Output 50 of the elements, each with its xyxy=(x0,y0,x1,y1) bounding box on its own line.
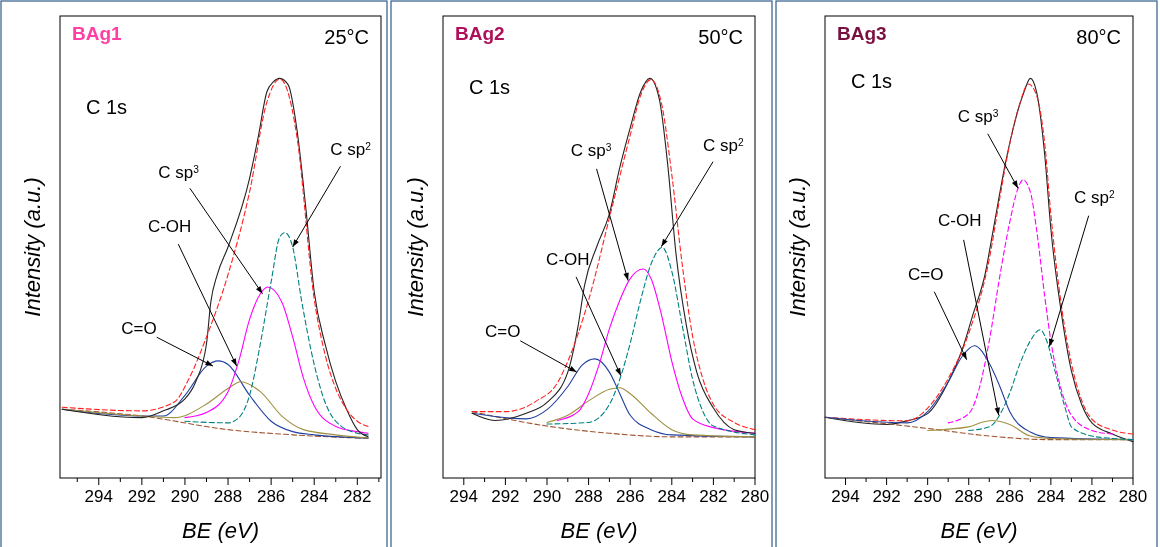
y-axis-title: Intensity (a.u.) xyxy=(785,177,810,317)
annotation: C 1s xyxy=(851,70,893,92)
x-tick-label: 284 xyxy=(1036,487,1066,506)
x-tick-label: 288 xyxy=(574,487,603,506)
annotation: C-OH xyxy=(546,249,590,269)
y-axis-title: Intensity (a.u.) xyxy=(20,177,45,317)
annotation: C sp$^{3}$ xyxy=(570,140,612,160)
x-tick-label: 290 xyxy=(913,487,942,506)
x-axis-title: BE (eV) xyxy=(181,518,260,543)
x-axis-title: BE (eV) xyxy=(940,518,1018,543)
annotation: C-OH xyxy=(147,217,192,237)
annotation: C-OH xyxy=(937,211,982,231)
x-axis-title: BE (eV) xyxy=(560,518,638,543)
x-tick-label: 290 xyxy=(532,487,562,506)
chart-title: BAg2 xyxy=(455,23,505,44)
annotation: C=O xyxy=(485,322,521,342)
y-axis-title: Intensity (a.u.) xyxy=(403,177,428,317)
annotation: C=O xyxy=(121,319,157,339)
annotation: C sp$^{3}$ xyxy=(158,162,200,182)
x-tick-label: 294 xyxy=(449,487,478,506)
x-tick-label: 288 xyxy=(954,487,983,506)
x-tick-label: 286 xyxy=(995,487,1024,506)
x-tick-label: 284 xyxy=(657,487,686,506)
annotation: C 1s xyxy=(469,76,511,98)
chart-title: BAg1 xyxy=(72,23,123,44)
annotation: C sp$^{2}$ xyxy=(330,140,372,160)
x-tick-label: 282 xyxy=(1077,487,1107,506)
x-tick-label: 286 xyxy=(256,487,286,506)
x-tick-label: 290 xyxy=(170,487,200,506)
annotation: C=O xyxy=(907,264,944,284)
annotation: C sp$^{3}$ xyxy=(957,107,999,127)
x-tick-label: 286 xyxy=(616,487,645,506)
x-tick-label: 284 xyxy=(300,487,329,506)
x-tick-label: 282 xyxy=(699,487,728,506)
x-tick-label: 280 xyxy=(740,487,770,506)
annotation: C sp$^{2}$ xyxy=(1074,187,1116,207)
text: 50°C xyxy=(698,26,743,48)
x-tick-label: 288 xyxy=(213,487,243,506)
chart-title: BAg3 xyxy=(837,23,887,44)
x-tick-label: 292 xyxy=(127,487,157,506)
x-tick-label: 280 xyxy=(1118,487,1148,506)
annotation: C sp$^{2}$ xyxy=(703,135,745,155)
annotation: C 1s xyxy=(86,96,128,118)
x-tick-label: 294 xyxy=(831,487,860,506)
x-tick-label: 282 xyxy=(343,487,372,506)
x-tick-label: 294 xyxy=(84,487,113,506)
text: 25°C xyxy=(324,26,369,48)
x-tick-label: 292 xyxy=(491,487,520,506)
text: 80°C xyxy=(1076,26,1121,48)
x-tick-label: 292 xyxy=(872,487,901,506)
